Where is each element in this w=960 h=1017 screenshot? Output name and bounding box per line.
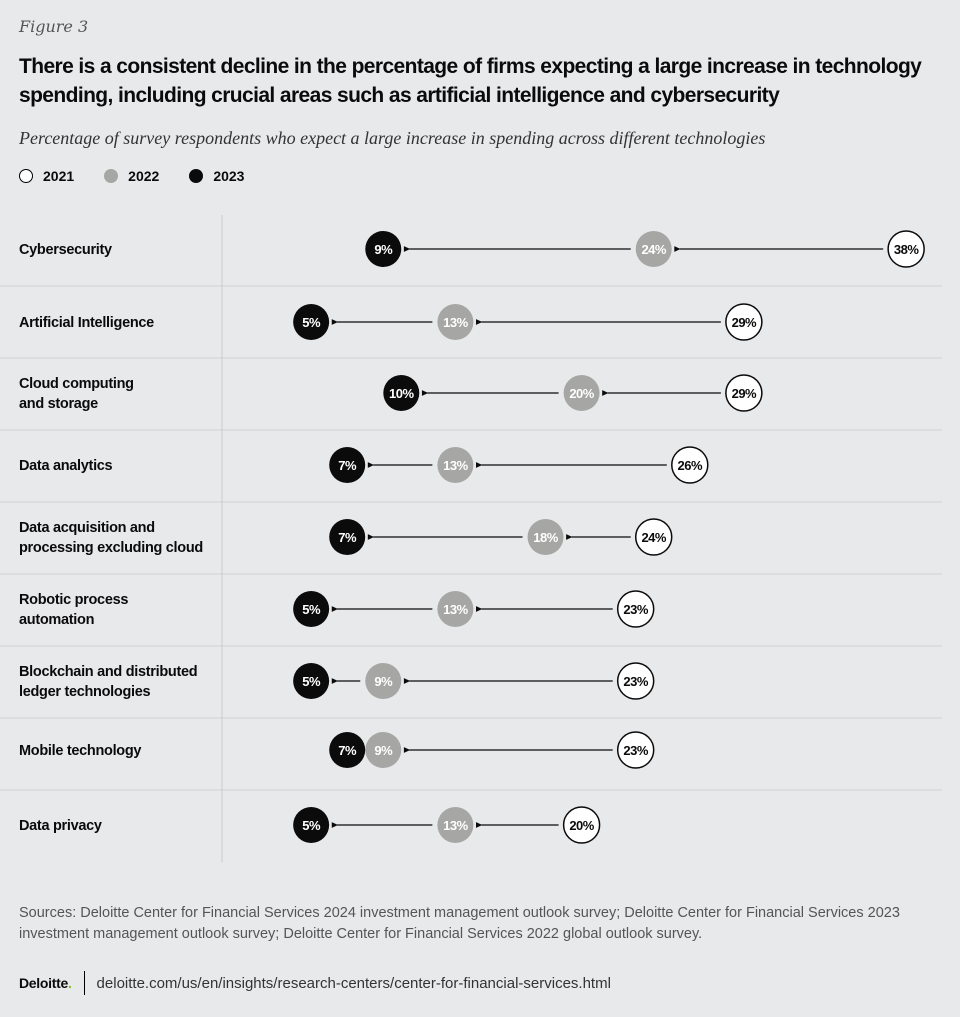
legend-marker-2023 (189, 169, 204, 183)
point-2021 (634, 518, 673, 556)
point-2023 (293, 304, 330, 340)
data-label-2021: 23% (623, 602, 648, 617)
point-2021 (616, 662, 655, 700)
point-2023 (293, 591, 330, 627)
chart-subtitle: Percentage of survey respondents who exp… (19, 128, 766, 148)
category-label: Mobile technology (19, 743, 141, 759)
footer: Deloitte. deloitte.com/us/en/insights/re… (19, 971, 611, 995)
data-label-2023: 7% (338, 743, 357, 758)
point-2022 (437, 807, 474, 843)
data-label-2022: 13% (443, 818, 468, 833)
data-label-2022: 20% (569, 386, 594, 401)
data-label-2021: 23% (623, 674, 648, 689)
point-2023 (329, 447, 366, 483)
data-label-2023: 5% (302, 602, 321, 617)
footer-url[interactable]: deloitte.com/us/en/insights/research-cen… (96, 974, 611, 992)
point-2023 (293, 663, 330, 699)
data-label-2022: 13% (443, 602, 468, 617)
data-label-2023: 7% (338, 530, 357, 545)
data-label-2023: 5% (302, 818, 321, 833)
point-2022 (563, 375, 600, 411)
point-2022 (635, 231, 672, 267)
point-2023 (383, 375, 420, 411)
category-label: Cybersecurity (19, 242, 112, 258)
point-2021 (616, 590, 655, 628)
point-2022 (437, 591, 474, 627)
point-2023 (365, 231, 402, 267)
data-label-2023: 9% (374, 242, 393, 257)
data-label-2023: 7% (338, 458, 357, 473)
legend-label: 2022 (128, 168, 160, 184)
data-label-2022: 13% (443, 315, 468, 330)
category-label: Cloud computing and storage (19, 376, 134, 412)
category-label: Artificial Intelligence (19, 315, 154, 331)
data-label-2021: 24% (641, 530, 666, 545)
footer-divider (83, 971, 85, 995)
data-label-2023: 10% (389, 386, 414, 401)
data-label-2021: 38% (894, 242, 919, 257)
point-2023 (329, 519, 366, 555)
data-label-2022: 9% (374, 743, 393, 758)
point-2022 (527, 519, 564, 555)
legend-marker-2022 (104, 169, 119, 183)
sources-note: Sources: Deloitte Center for Financial S… (19, 905, 900, 942)
legend-label: 2021 (43, 168, 75, 184)
point-2022 (437, 447, 474, 483)
legend-item-2021: 2021 (19, 168, 74, 184)
point-2022 (365, 663, 402, 699)
data-label-2022: 13% (443, 458, 468, 473)
legend-item-2023: 2023 (189, 168, 244, 184)
data-label-2023: 5% (302, 315, 321, 330)
data-label-2021: 29% (732, 386, 757, 401)
category-label: Robotic process automation (19, 592, 128, 628)
legend-marker-2021 (19, 169, 33, 183)
figure-label: Figure 3 (19, 17, 89, 36)
point-2023 (329, 732, 366, 768)
point-2022 (365, 732, 402, 768)
legend: 2021 2022 2023 (19, 168, 244, 184)
legend-item-2022: 2022 (104, 168, 159, 184)
data-label-2023: 5% (302, 674, 321, 689)
point-2021 (616, 731, 655, 769)
data-label-2021: 29% (732, 315, 757, 330)
chart-title: There is a consistent decline in the per… (19, 55, 922, 107)
point-2021 (887, 230, 925, 268)
legend-label: 2023 (213, 168, 245, 184)
data-label-2022: 9% (374, 674, 393, 689)
data-label-2022: 24% (641, 242, 666, 257)
category-label: Data privacy (19, 818, 102, 834)
data-label-2021: 23% (623, 743, 648, 758)
point-2021 (562, 806, 601, 844)
point-2022 (437, 304, 474, 340)
data-label-2021: 20% (569, 818, 594, 833)
category-label: Data analytics (19, 458, 113, 474)
point-2021 (671, 446, 709, 484)
chart-plot: Cybersecurity 38% 24% 9% Artificial Intellig… (0, 215, 942, 862)
deloitte-logo: Deloitte. (19, 975, 72, 991)
data-label-2021: 26% (678, 458, 703, 473)
category-label: Data acquisition and processing excluding… (19, 520, 203, 556)
point-2021 (725, 303, 763, 341)
category-label: Blockchain and distributed ledger technol… (19, 664, 197, 700)
point-2023 (293, 807, 330, 843)
point-2021 (725, 374, 763, 412)
data-label-2022: 18% (533, 530, 558, 545)
